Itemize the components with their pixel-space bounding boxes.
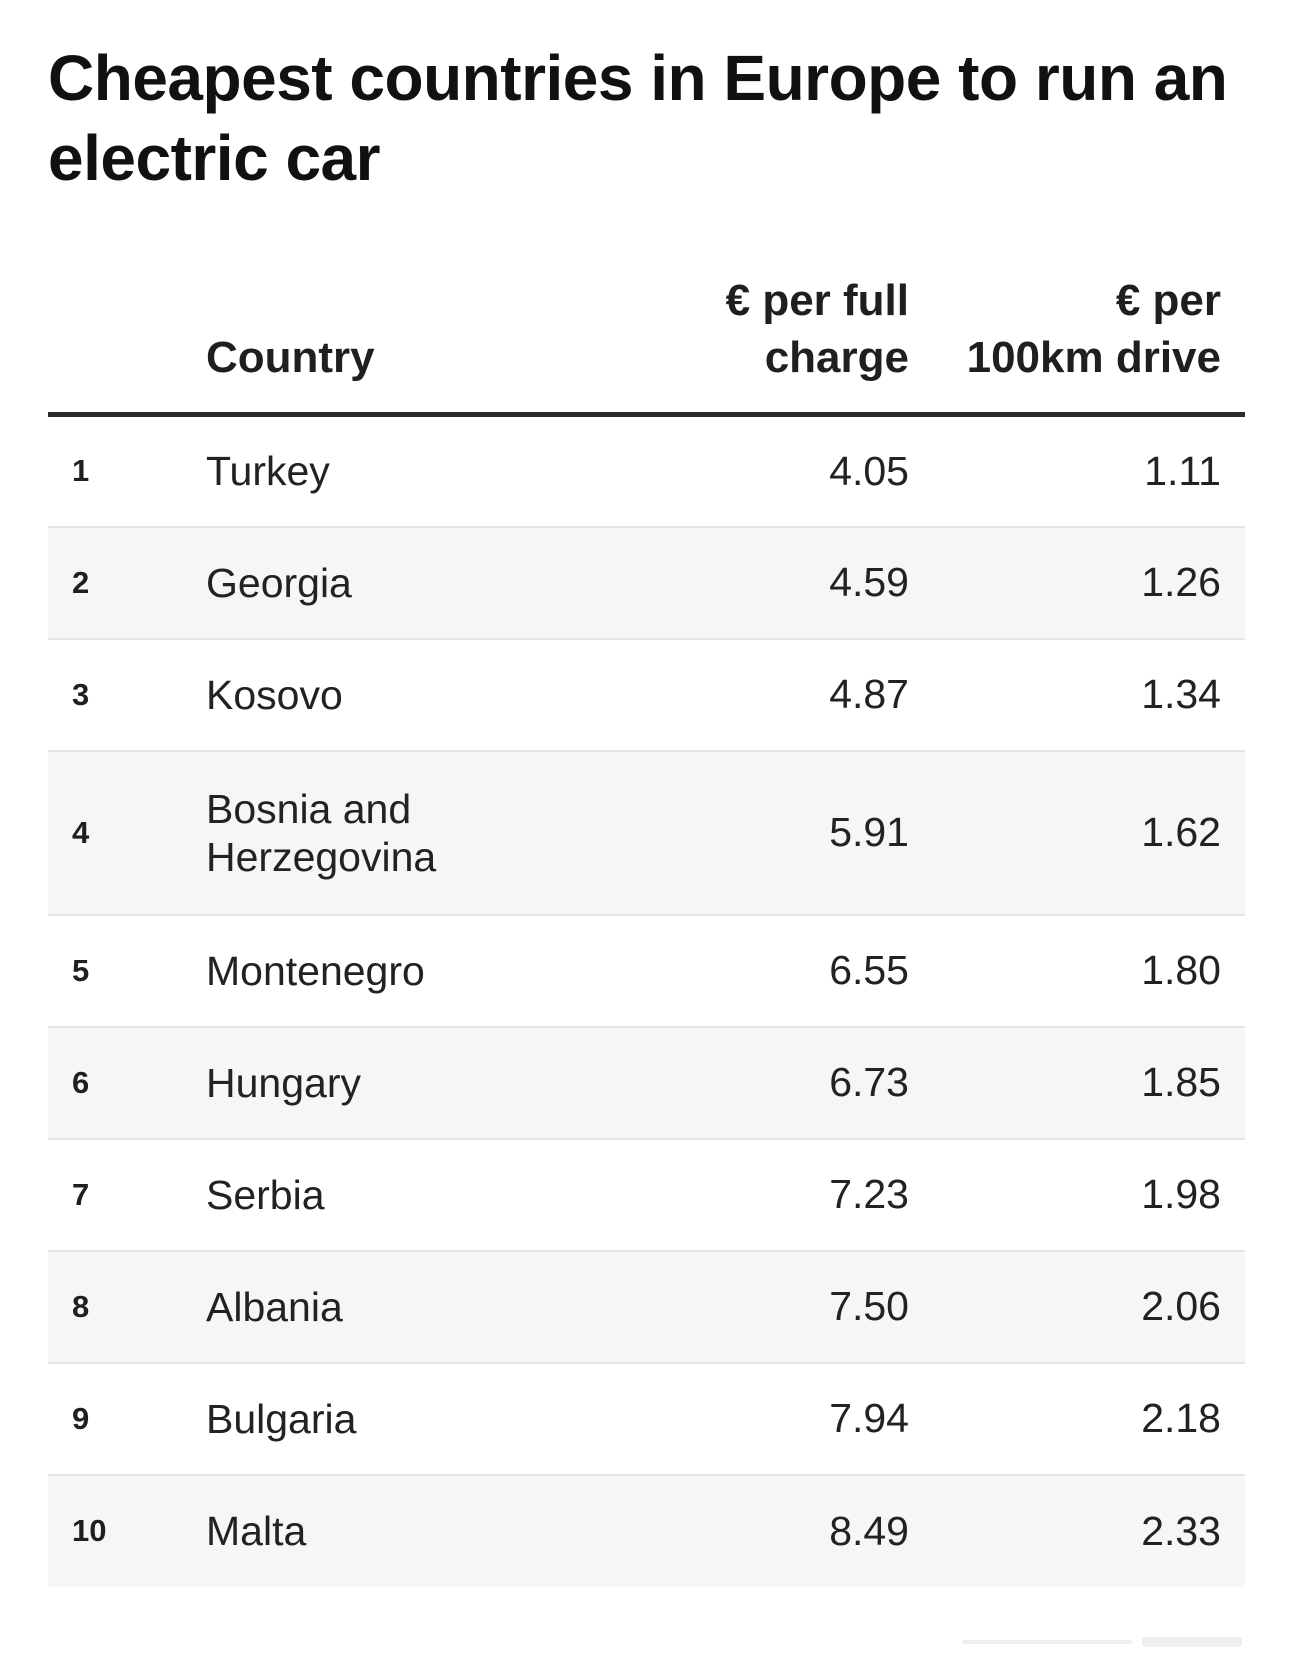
country-cell: Georgia (206, 526, 686, 640)
rank-cell: 6 (48, 1026, 206, 1140)
country-name: Turkey (206, 448, 330, 495)
table-card: Cheapest countries in Europe to run an e… (48, 0, 1245, 1587)
table-row: 7 Serbia 7.23 1.98 (48, 1138, 1245, 1252)
country-name: Kosovo (206, 671, 343, 718)
page-title: Cheapest countries in Europe to run an e… (48, 42, 1228, 194)
watermark-stroke-2 (1142, 1637, 1242, 1647)
table-header: Country € per full charge € per 100km dr… (48, 272, 1245, 417)
watermark-stroke-1 (962, 1640, 1132, 1644)
rank-cell: 1 (48, 414, 206, 528)
table-row: 2 Georgia 4.59 1.26 (48, 526, 1245, 640)
charge-cell: 7.50 (686, 1250, 909, 1364)
country-name: Georgia (206, 559, 352, 606)
rank-cell: 4 (48, 750, 206, 916)
faint-watermark-mark (962, 1637, 1242, 1647)
country-cell: Hungary (206, 1026, 686, 1140)
charge-cell: 5.91 (686, 750, 909, 916)
country-cell: Bosnia and Herzegovina (206, 750, 686, 916)
table-row: 4 Bosnia and Herzegovina 5.91 1.62 (48, 750, 1245, 916)
table-row: 5 Montenegro 6.55 1.80 (48, 914, 1245, 1028)
charge-cell: 4.87 (686, 638, 909, 752)
drive-cell: 1.62 (909, 750, 1245, 916)
charge-cell: 6.73 (686, 1026, 909, 1140)
country-name: Serbia (206, 1171, 325, 1218)
country-cell: Bulgaria (206, 1362, 686, 1476)
country-name: Malta (206, 1508, 307, 1554)
header-row: Country € per full charge € per 100km dr… (48, 272, 1245, 417)
charge-header-line2: charge (764, 333, 909, 382)
drive-column-header: € per 100km drive (909, 272, 1245, 417)
drive-cell: 2.06 (909, 1250, 1245, 1364)
table-row: 8 Albania 7.50 2.06 (48, 1250, 1245, 1364)
rank-cell: 3 (48, 638, 206, 752)
table-row: 6 Hungary 6.73 1.85 (48, 1026, 1245, 1140)
drive-header-line1: € per (1115, 276, 1221, 325)
country-cell: Serbia (206, 1138, 686, 1252)
country-column-header: Country (206, 272, 686, 417)
country-cell: Kosovo (206, 638, 686, 752)
rank-cell: 2 (48, 526, 206, 640)
rank-cell: 10 (48, 1474, 206, 1587)
country-name: Bosnia and Herzegovina (206, 785, 437, 880)
charge-cell: 4.05 (686, 414, 909, 528)
charge-cell: 6.55 (686, 914, 909, 1028)
drive-cell: 1.26 (909, 526, 1245, 640)
country-name: Bulgaria (206, 1395, 357, 1442)
rank-column-header (48, 272, 206, 417)
table-row: 10 Malta 8.49 2.33 (48, 1474, 1245, 1587)
rank-cell: 5 (48, 914, 206, 1028)
charge-column-header: € per full charge (686, 272, 909, 417)
country-name: Hungary (206, 1059, 361, 1106)
country-cell: Turkey (206, 414, 686, 528)
table-row: 9 Bulgaria 7.94 2.18 (48, 1362, 1245, 1476)
country-name: Albania (206, 1283, 343, 1330)
table-row: 1 Turkey 4.05 1.11 (48, 414, 1245, 528)
drive-cell: 1.34 (909, 638, 1245, 752)
country-name: Montenegro (206, 947, 425, 994)
rank-cell: 9 (48, 1362, 206, 1476)
drive-cell: 1.80 (909, 914, 1245, 1028)
drive-cell: 2.18 (909, 1362, 1245, 1476)
table-body: 1 Turkey 4.05 1.11 2 Georgia 4.59 1.26 3… (48, 414, 1245, 1587)
drive-cell: 1.98 (909, 1138, 1245, 1252)
charge-cell: 4.59 (686, 526, 909, 640)
drive-cell: 1.11 (909, 414, 1245, 528)
country-cell: Montenegro (206, 914, 686, 1028)
rank-cell: 8 (48, 1250, 206, 1364)
charge-header-line1: € per full (725, 276, 909, 325)
charge-cell: 8.49 (686, 1474, 909, 1587)
charge-cell: 7.94 (686, 1362, 909, 1476)
country-cell: Malta (206, 1474, 686, 1587)
rank-cell: 7 (48, 1138, 206, 1252)
drive-cell: 2.33 (909, 1474, 1245, 1587)
table-row: 3 Kosovo 4.87 1.34 (48, 638, 1245, 752)
country-cell: Albania (206, 1250, 686, 1364)
drive-cell: 1.85 (909, 1026, 1245, 1140)
charge-cell: 7.23 (686, 1138, 909, 1252)
drive-header-line2: 100km drive (966, 333, 1221, 382)
ranking-table: Country € per full charge € per 100km dr… (48, 272, 1245, 1587)
